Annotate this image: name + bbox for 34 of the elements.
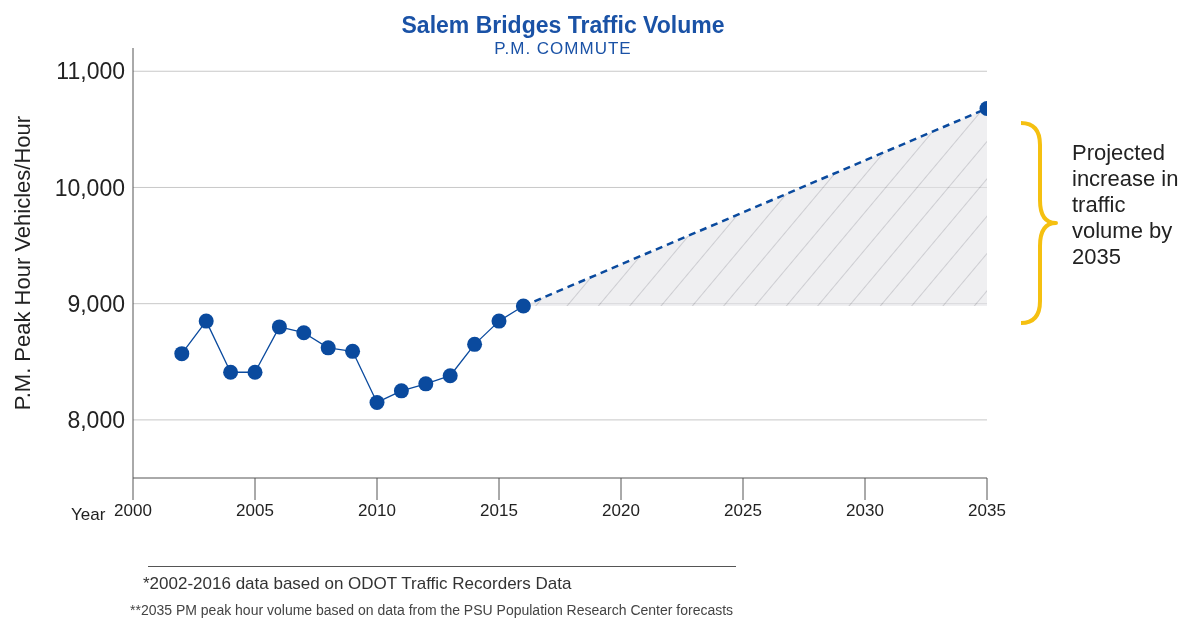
text: **2035 PM peak hour volume based on data from the PSU Population Research Center forecasts: [130, 602, 734, 618]
chart-title: Salem Bridges Traffic Volume: [400, 12, 726, 39]
chart-subtitle: P.M. COMMUTE: [493, 39, 633, 59]
point: [198, 313, 214, 329]
point: [174, 346, 190, 362]
x-tick-label: 2030: [846, 501, 884, 521]
y-tick-label: 8,000: [67, 407, 125, 434]
y-tick-label: 10,000: [54, 174, 125, 201]
point: [223, 364, 239, 380]
point: [467, 336, 483, 352]
point: [320, 340, 336, 356]
y-tick-label: 9,000: [67, 290, 125, 317]
point: [418, 376, 434, 392]
y-tick-label: 11,000: [56, 58, 125, 85]
point: [247, 364, 263, 380]
point: [296, 325, 312, 341]
x-axis-title: Year: [71, 505, 106, 524]
point: [345, 343, 361, 359]
point: [369, 394, 385, 410]
point: [491, 313, 507, 329]
text: *2002-2016 data based on ODOT Traffic Recorders Data: [143, 574, 572, 594]
x-tick-label: 2025: [724, 501, 762, 521]
text: Projected increase in traffic volume by 2035: [1072, 140, 1180, 270]
point: [393, 383, 409, 399]
x-tick-label: 2010: [358, 501, 396, 521]
x-tick-label: 2020: [602, 501, 640, 521]
point: [442, 368, 458, 384]
point: [271, 319, 287, 335]
x-tick-label: 2035: [968, 501, 1006, 521]
x-tick-label: 2015: [480, 501, 518, 521]
x-tick-label: 2000: [114, 501, 152, 521]
y-axis-title: P.M. Peak Hour Vehicles/Hour: [9, 115, 35, 411]
x-tick-label: 2005: [236, 501, 274, 521]
point: [515, 298, 531, 314]
